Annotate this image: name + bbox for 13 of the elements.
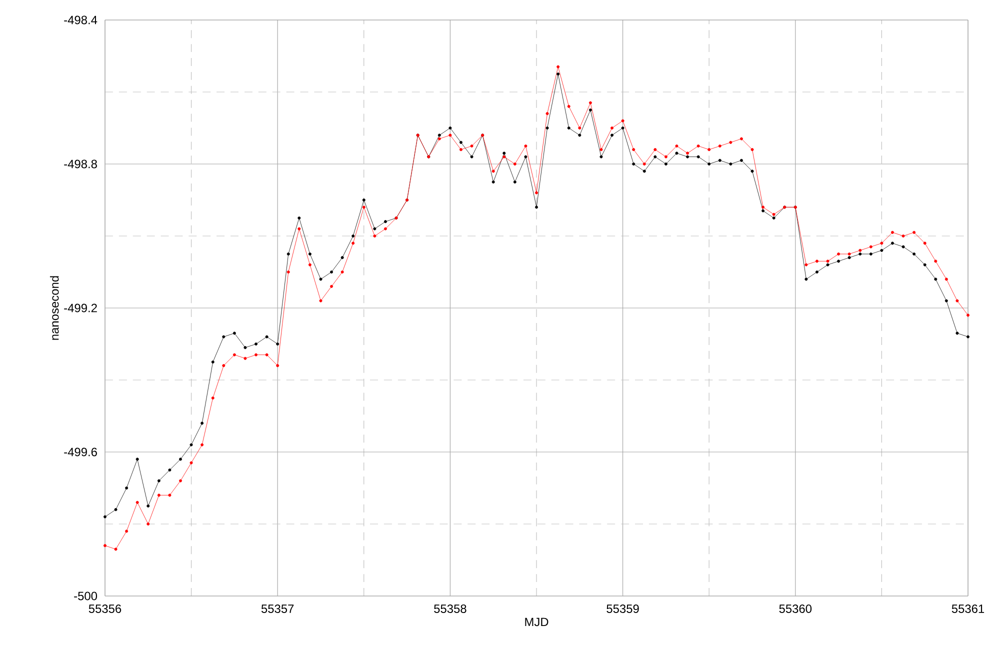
x-tick-label: 55361 [952,604,984,613]
y-tick-label: -499.2 [64,304,97,312]
x-tick-label: 55358 [434,604,466,613]
y-tick-label: -498.4 [64,16,98,24]
x-tick-label: 55356 [88,604,122,613]
y-tick-label: -500 [74,592,98,600]
x-tick-label: 55360 [779,604,812,613]
x-axis-title: MJD [525,618,548,626]
y-tick-label: -498.8 [64,160,97,168]
y-axis-title: nanosecond [50,276,59,340]
x-tick-label: 55357 [261,604,294,613]
y-tick-label: -499.6 [64,448,97,456]
x-tick-label: 55359 [606,604,639,613]
